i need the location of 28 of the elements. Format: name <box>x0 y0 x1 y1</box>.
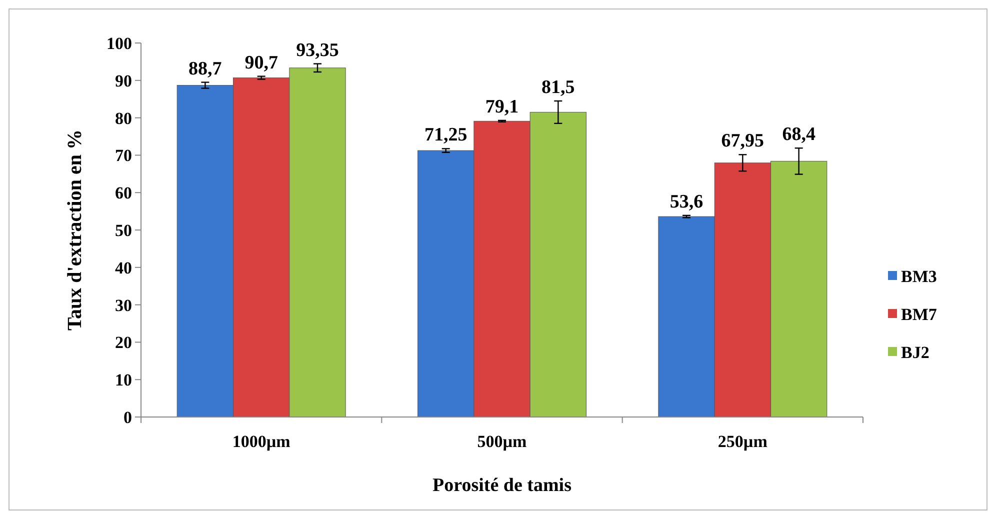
data-label: 81,5 <box>542 76 575 98</box>
x-axis-title: Porosité de tamis <box>432 475 572 496</box>
y-tick-label: 10 <box>115 370 132 390</box>
data-label: 53,6 <box>670 191 704 212</box>
y-tick-label: 90 <box>115 71 132 90</box>
data-label: 93,35 <box>296 40 339 61</box>
y-tick-label: 100 <box>106 34 132 53</box>
y-tick-label: 40 <box>115 258 132 278</box>
y-tick-label: 50 <box>115 220 132 240</box>
x-tick-label: 250µm <box>718 432 768 451</box>
y-tick-label: 30 <box>115 296 132 315</box>
data-label: 68,4 <box>782 124 816 146</box>
y-tick-label: 80 <box>115 108 132 128</box>
data-label: 88,7 <box>188 58 222 80</box>
data-label: 67,95 <box>721 130 764 152</box>
y-tick-label: 20 <box>115 333 132 352</box>
data-label: 71,25 <box>424 124 468 146</box>
data-label: 90,7 <box>244 52 278 74</box>
y-tick-label: 60 <box>115 184 132 203</box>
data-label: 79,1 <box>485 96 519 118</box>
legend-label: BJ2 <box>901 342 930 362</box>
y-tick-label: 0 <box>124 408 132 427</box>
y-axis-title: Taux d'extraction en % <box>64 130 86 330</box>
x-tick-label: 500µm <box>477 432 527 451</box>
legend-label: BM7 <box>901 304 938 324</box>
x-tick-label: 1000µm <box>232 432 290 451</box>
y-tick-label: 70 <box>115 146 132 166</box>
legend-label: BM3 <box>901 266 937 286</box>
